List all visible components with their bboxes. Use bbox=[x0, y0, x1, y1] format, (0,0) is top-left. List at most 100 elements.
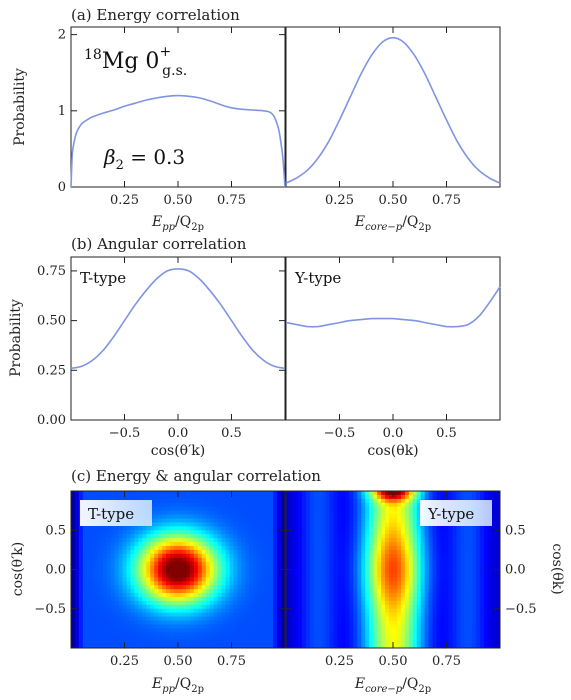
heatmap-cell bbox=[154, 561, 159, 567]
heatmap-cell bbox=[496, 636, 500, 641]
heatmap-cell bbox=[488, 542, 493, 547]
heatmap-cell bbox=[385, 573, 390, 578]
heatmap-cell bbox=[154, 557, 159, 563]
heatmap-cell bbox=[286, 522, 291, 527]
heatmap-cell bbox=[86, 636, 92, 641]
heatmap-cell bbox=[432, 530, 438, 535]
heatmap-cell bbox=[237, 545, 242, 551]
heatmap-cell bbox=[329, 491, 335, 496]
heatmap-cell bbox=[297, 632, 303, 637]
heatmap-cell bbox=[337, 534, 343, 539]
heatmap-cell bbox=[464, 593, 469, 598]
heatmap-cell bbox=[341, 526, 347, 531]
heatmap-cell bbox=[237, 577, 242, 582]
heatmap-cell bbox=[377, 506, 382, 512]
heatmap-cell bbox=[158, 530, 163, 535]
heatmap-cell bbox=[317, 565, 323, 571]
heatmap-cell bbox=[496, 545, 500, 551]
heatmap-cell bbox=[365, 632, 370, 637]
heatmap-cell bbox=[365, 534, 370, 539]
heatmap-cell bbox=[349, 518, 354, 523]
heatmap-cell bbox=[404, 632, 410, 637]
heatmap-cell bbox=[416, 534, 422, 539]
heatmap-cell bbox=[393, 494, 398, 500]
heatmap-cell bbox=[393, 534, 398, 539]
heatmap-cell bbox=[142, 600, 147, 606]
heatmap-cell bbox=[393, 608, 398, 614]
heatmap-cell bbox=[257, 604, 262, 610]
heatmap-cell bbox=[86, 538, 92, 543]
heatmap-cell bbox=[201, 593, 207, 598]
heatmap-cell bbox=[86, 644, 92, 648]
heatmap-cell bbox=[460, 604, 465, 610]
heatmap-cell bbox=[404, 565, 410, 571]
heatmap-cell bbox=[448, 596, 454, 602]
heatmap-cell bbox=[452, 636, 457, 641]
heatmap-cell bbox=[241, 545, 246, 551]
heatmap-cell bbox=[420, 494, 426, 500]
heatmap-cell bbox=[253, 600, 258, 606]
heatmap-cell bbox=[281, 636, 285, 641]
heatmap-cell bbox=[468, 585, 473, 590]
heatmap-cell bbox=[146, 542, 151, 547]
heatmap-cell bbox=[396, 569, 402, 575]
heatmap-cell bbox=[162, 624, 167, 629]
heatmap-cell bbox=[166, 636, 171, 641]
heatmap-cell bbox=[146, 636, 151, 641]
heatmap-cell bbox=[174, 561, 179, 567]
heatmap-cell bbox=[464, 491, 469, 496]
heatmap-cell bbox=[321, 640, 327, 645]
heatmap-cell bbox=[94, 632, 100, 637]
heatmap-cell bbox=[361, 526, 366, 531]
heatmap-cell bbox=[396, 502, 402, 508]
heatmap-cell bbox=[357, 514, 362, 520]
heatmap-cell bbox=[130, 644, 135, 648]
heatmap-cell bbox=[150, 628, 155, 633]
heatmap-cell bbox=[381, 557, 386, 563]
heatmap-cell bbox=[142, 628, 147, 633]
heatmap-cell bbox=[476, 491, 481, 496]
xlabel-c-right-sub: core−p bbox=[365, 684, 403, 695]
heatmap-cell bbox=[444, 549, 450, 555]
heatmap-cell bbox=[301, 640, 307, 645]
heatmap-cell bbox=[166, 522, 171, 527]
heatmap-cell bbox=[71, 569, 76, 575]
heatmap-cell bbox=[174, 600, 179, 606]
heatmap-cell bbox=[229, 530, 235, 535]
heatmap-cell bbox=[468, 565, 473, 571]
heatmap-cell bbox=[361, 522, 366, 527]
heatmap-cell bbox=[166, 596, 171, 602]
heatmap-cell bbox=[393, 553, 398, 559]
heatmap-cell bbox=[448, 553, 454, 559]
heatmap-cell bbox=[138, 534, 143, 539]
heatmap-cell bbox=[213, 510, 219, 516]
heatmap-cell bbox=[440, 604, 446, 610]
heatmap-cell bbox=[249, 620, 254, 626]
heatmap-cell bbox=[249, 518, 254, 523]
heatmap-cell bbox=[126, 620, 132, 626]
heatmap-cell bbox=[233, 644, 239, 648]
heatmap-cell bbox=[185, 514, 191, 520]
heatmap-cell bbox=[293, 612, 299, 618]
heatmap-cell bbox=[277, 538, 282, 543]
heatmap-cell bbox=[185, 616, 191, 622]
heatmap-cell bbox=[166, 600, 171, 606]
heatmap-cell bbox=[333, 506, 339, 512]
heatmap-cell bbox=[213, 561, 219, 567]
heatmap-cell bbox=[357, 542, 362, 547]
heatmap-cell bbox=[181, 538, 187, 543]
heatmap-cell bbox=[265, 581, 270, 586]
heatmap-cell bbox=[166, 620, 171, 626]
heatmap-cell bbox=[357, 585, 362, 590]
heatmap-cell bbox=[98, 545, 104, 551]
heatmap-cell bbox=[321, 549, 327, 555]
panel-a-ylabel: Probability bbox=[12, 68, 28, 146]
heatmap-cell bbox=[321, 506, 327, 512]
heatmap-cell bbox=[420, 542, 426, 547]
heatmap-cell bbox=[297, 506, 303, 512]
heatmap-cell bbox=[71, 644, 76, 648]
heatmap-cell bbox=[369, 534, 374, 539]
heatmap-cell bbox=[385, 557, 390, 563]
heatmap-cell bbox=[205, 620, 211, 626]
heatmap-cell bbox=[444, 585, 450, 590]
